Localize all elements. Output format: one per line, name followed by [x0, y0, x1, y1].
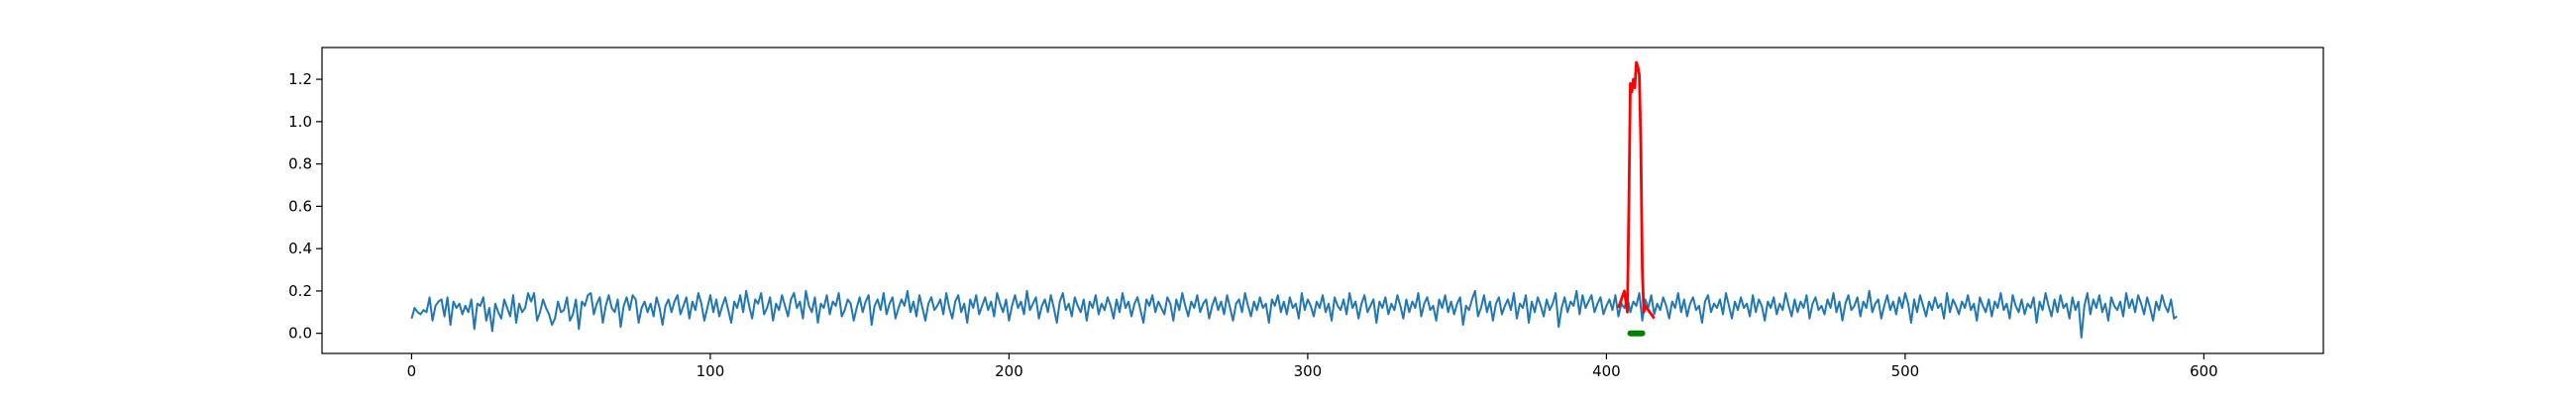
x-tick-label: 300: [1294, 362, 1323, 380]
plot-frame: [321, 47, 2324, 354]
series-layer: [410, 60, 2178, 339]
y-tick-label: 0.2: [288, 282, 312, 300]
x-axis: 0 100 200 300 400 500 600: [407, 353, 2218, 380]
plot-area: [321, 47, 2324, 354]
x-tick-label: 600: [2190, 362, 2218, 380]
y-tick-label: 0.4: [288, 240, 312, 257]
y-tick-label: 0.6: [288, 197, 312, 215]
x-tick-label: 0: [407, 362, 417, 380]
y-tick-label: 0.0: [288, 325, 312, 343]
y-tick-label: 1.0: [288, 113, 312, 131]
x-tick-label: 200: [995, 362, 1023, 380]
y-tick-label: 1.2: [288, 70, 312, 88]
anomaly-series-line: [1617, 60, 1656, 320]
y-tick-label: 0.8: [288, 155, 312, 173]
signal-series-line: [410, 289, 2178, 339]
y-axis: 0.0 0.2 0.4 0.6 0.8 1.0 1.2: [288, 70, 322, 343]
x-tick-label: 400: [1592, 362, 1621, 380]
x-tick-label: 100: [697, 362, 725, 380]
x-tick-label: 500: [1891, 362, 1920, 380]
